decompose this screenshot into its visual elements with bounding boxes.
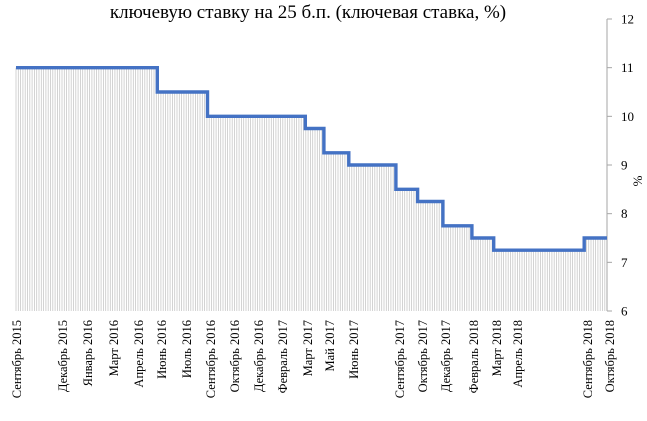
y-tick-label: 10	[621, 109, 634, 124]
x-tick-label: Март 2016	[107, 320, 121, 376]
y-tick-label: 7	[621, 255, 628, 270]
y-axis-ticks: 6 7 8 9 10 11 12	[607, 12, 634, 319]
x-tick-label: Декабрь 2015	[56, 320, 70, 392]
y-tick-label: 8	[621, 206, 628, 221]
x-tick-label: Июнь 2017	[347, 320, 361, 379]
rate-series-line	[16, 65, 607, 252]
x-tick-label: Июнь 2016	[155, 320, 169, 379]
x-tick-label: Октябрь 2018	[603, 320, 617, 392]
x-tick-label: Февраль 2018	[467, 320, 481, 393]
x-tick-label: Октябрь 2016	[228, 320, 242, 392]
x-tick-label: Июль 2016	[180, 320, 194, 378]
x-tick-label: Сентябрь 2018	[581, 320, 595, 398]
x-tick-label: Апрель 2018	[511, 320, 525, 388]
y-tick-label: 9	[621, 158, 628, 173]
x-tick-label: Сентябрь 2016	[204, 320, 218, 398]
y-axis-label: %	[630, 175, 645, 186]
y-tick-label: 6	[621, 304, 628, 319]
x-tick-label: Декабрь 2016	[252, 320, 266, 392]
x-tick-label: Сентябрь 2017	[393, 320, 407, 398]
x-tick-label: Февраль 2017	[276, 320, 290, 393]
x-tick-label: Январь 2016	[81, 320, 95, 386]
x-tick-label: Март 2017	[301, 320, 315, 376]
area-hatch	[15, 67, 606, 311]
x-tick-label: Май 2017	[323, 320, 337, 371]
x-tick-label: Октябрь 2017	[416, 320, 430, 392]
x-tick-label: Декабрь 2017	[439, 320, 453, 392]
x-tick-label: Сентябрь 2015	[10, 320, 24, 398]
y-tick-label: 12	[621, 12, 634, 27]
y-tick-label: 11	[621, 60, 634, 75]
x-axis-tick-labels: Сентябрь 2015 Декабрь 2015 Январь 2016 Март…	[10, 320, 617, 398]
x-tick-label: Апрель 2016	[132, 320, 146, 388]
x-tick-label: Март 2018	[490, 320, 504, 376]
chart-title: ключевую ставку на 25 б.п. (ключевая ста…	[110, 2, 506, 23]
